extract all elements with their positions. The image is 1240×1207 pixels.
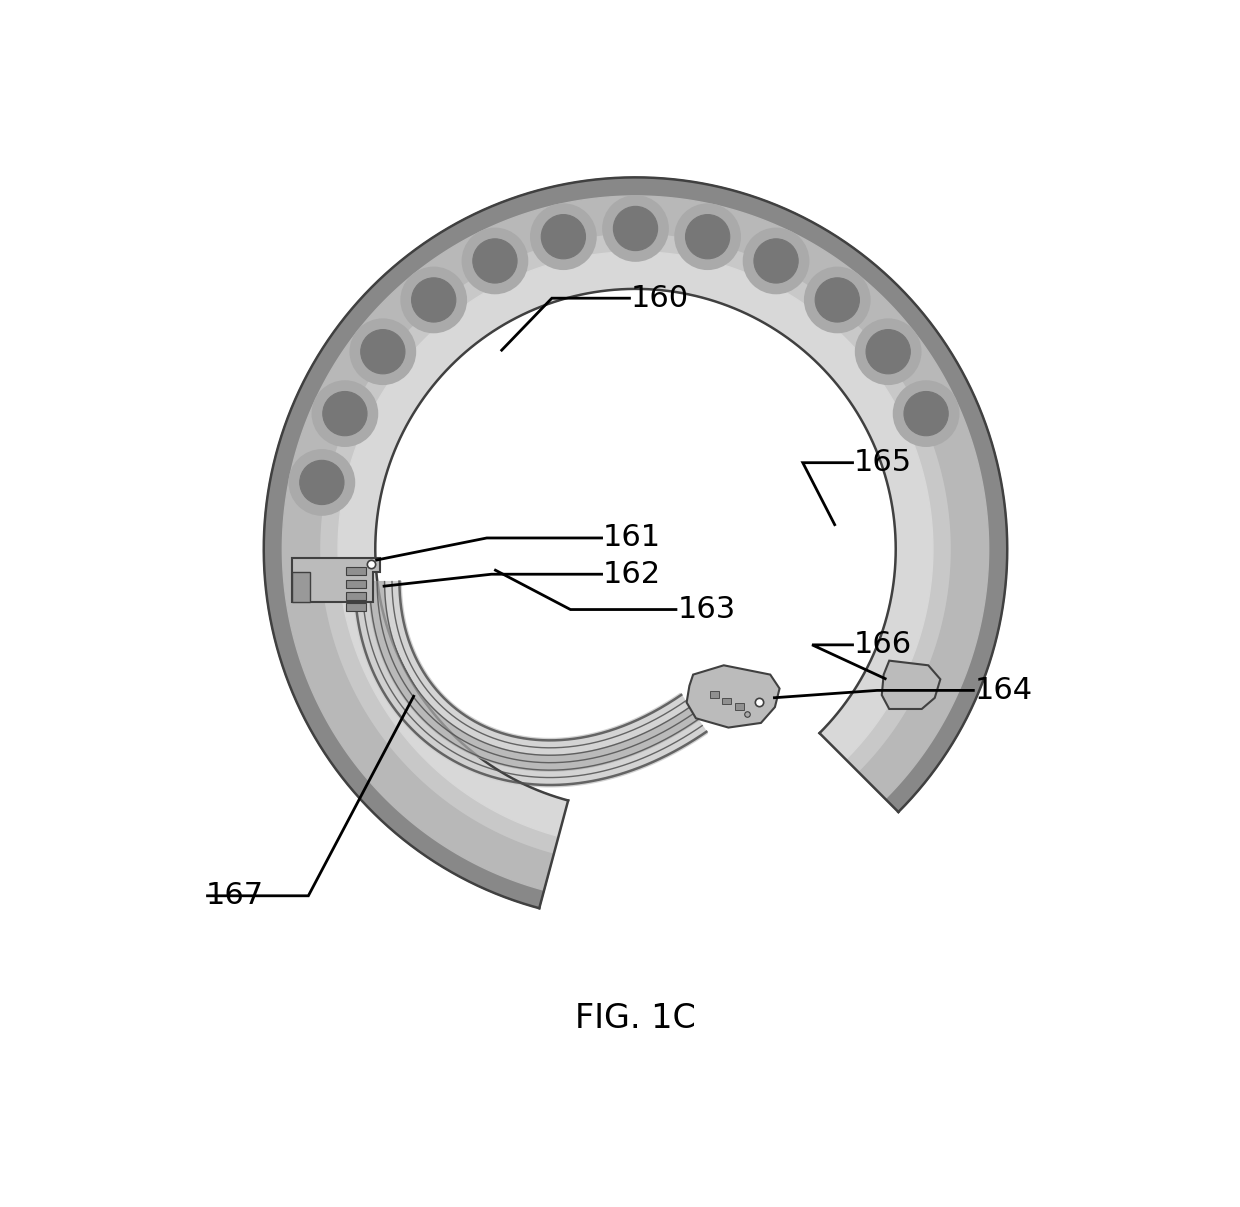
Bar: [722, 698, 732, 705]
Circle shape: [351, 319, 415, 384]
Circle shape: [686, 215, 730, 258]
Circle shape: [312, 381, 377, 447]
Polygon shape: [264, 177, 1007, 908]
Bar: [709, 692, 719, 698]
Circle shape: [904, 391, 949, 436]
Text: 164: 164: [975, 676, 1033, 705]
Bar: [346, 579, 366, 588]
Circle shape: [322, 391, 367, 436]
Circle shape: [614, 206, 657, 251]
Circle shape: [744, 228, 808, 293]
Polygon shape: [353, 582, 708, 787]
Text: 163: 163: [677, 595, 735, 624]
Polygon shape: [368, 582, 698, 771]
Text: 167: 167: [206, 881, 264, 910]
Polygon shape: [264, 177, 1007, 908]
Bar: [346, 567, 366, 576]
Circle shape: [866, 330, 910, 374]
Circle shape: [412, 278, 456, 322]
Text: 165: 165: [854, 448, 913, 477]
Circle shape: [603, 196, 668, 261]
Polygon shape: [339, 252, 932, 836]
Bar: [346, 604, 366, 612]
Circle shape: [300, 460, 343, 505]
Circle shape: [856, 319, 920, 384]
Circle shape: [815, 278, 859, 322]
Circle shape: [675, 204, 740, 269]
Text: FIG. 1C: FIG. 1C: [575, 1002, 696, 1034]
Circle shape: [894, 381, 959, 447]
Text: 160: 160: [631, 284, 689, 313]
Circle shape: [805, 268, 869, 332]
Text: 162: 162: [603, 560, 661, 589]
Polygon shape: [687, 665, 780, 728]
Circle shape: [541, 215, 585, 258]
Text: 166: 166: [854, 630, 913, 659]
Polygon shape: [283, 196, 988, 891]
Bar: [735, 704, 744, 710]
Polygon shape: [291, 559, 379, 602]
Circle shape: [463, 228, 527, 293]
Bar: [346, 591, 366, 600]
Circle shape: [361, 330, 405, 374]
Polygon shape: [882, 660, 940, 709]
Circle shape: [402, 268, 466, 332]
Circle shape: [754, 239, 799, 284]
Circle shape: [531, 204, 596, 269]
Polygon shape: [291, 572, 310, 602]
Text: 161: 161: [603, 524, 661, 553]
Circle shape: [472, 239, 517, 284]
Circle shape: [289, 450, 355, 515]
